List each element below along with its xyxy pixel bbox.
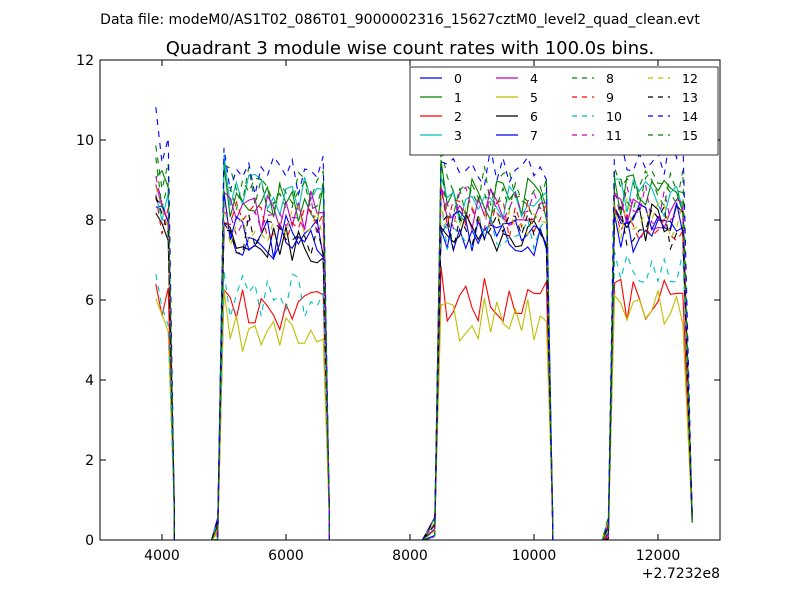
legend-label-2: 2 xyxy=(454,109,462,124)
series-line-7 xyxy=(155,191,693,541)
x-tick-label: 8000 xyxy=(392,548,428,564)
suptitle: Data file: modeM0/AS1T02_086T01_90000023… xyxy=(100,12,700,28)
x-tick-label: 12000 xyxy=(636,548,681,564)
x-axis: 4000 6000 8000 10000 12000 xyxy=(144,60,680,564)
legend-label-14: 14 xyxy=(682,109,698,124)
legend-label-8: 8 xyxy=(606,71,614,86)
y-tick-label: 6 xyxy=(85,293,94,309)
legend-label-10: 10 xyxy=(606,109,622,124)
y-tick-label: 8 xyxy=(85,213,94,229)
legend-label-15: 15 xyxy=(682,128,698,143)
legend-label-7: 7 xyxy=(530,128,538,143)
x-tick-label: 10000 xyxy=(512,548,557,564)
x-offset-label: +2.7232e8 xyxy=(642,566,720,582)
legend-label-5: 5 xyxy=(530,90,538,105)
legend-label-1: 1 xyxy=(454,90,462,105)
x-tick-label: 4000 xyxy=(144,548,180,564)
chart-title: Quadrant 3 module wise count rates with … xyxy=(166,38,655,59)
y-tick-label: 4 xyxy=(85,373,94,389)
y-tick-label: 0 xyxy=(85,533,94,549)
series-line-15 xyxy=(155,157,693,541)
y-tick-label: 10 xyxy=(76,133,94,149)
legend-label-6: 6 xyxy=(530,109,538,124)
legend-label-4: 4 xyxy=(530,71,538,86)
y-tick-label: 2 xyxy=(85,453,94,469)
legend-label-0: 0 xyxy=(454,71,462,86)
series-line-12 xyxy=(155,186,693,541)
legend-label-9: 9 xyxy=(606,90,614,105)
plot-area xyxy=(155,107,693,541)
legend-frame xyxy=(409,66,719,156)
legend-label-11: 11 xyxy=(606,128,622,143)
x-tick-label: 6000 xyxy=(268,548,304,564)
y-tick-label: 12 xyxy=(76,53,94,69)
legend-label-3: 3 xyxy=(454,128,462,143)
legend-label-12: 12 xyxy=(682,71,698,86)
legend-label-13: 13 xyxy=(682,90,698,105)
